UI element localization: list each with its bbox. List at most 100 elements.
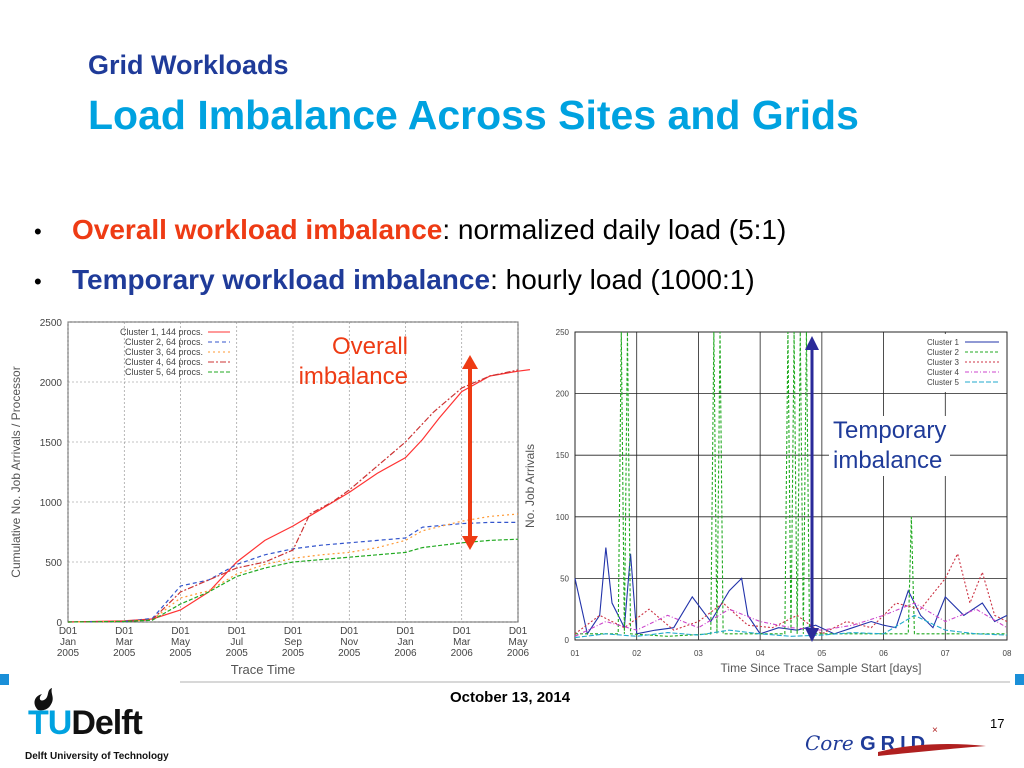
legend-label: Cluster 1, 144 procs. — [120, 327, 203, 337]
y-tick-label: 200 — [556, 390, 570, 399]
y-tick-label: 1500 — [40, 438, 63, 449]
x-tick-label: 2006 — [394, 648, 417, 659]
x-tick-label: 2005 — [169, 648, 192, 659]
y-tick-label: 2500 — [40, 318, 63, 329]
x-tick-label: 06 — [879, 649, 888, 658]
x-tick-label: Nov — [340, 637, 358, 648]
y-tick-label: 100 — [556, 513, 570, 522]
page-number: 17 — [990, 716, 1005, 731]
y-tick-label: 500 — [45, 558, 62, 569]
y-tick-label: 0 — [56, 618, 62, 629]
x-tick-label: Jan — [60, 637, 76, 648]
bullet-dot: • — [34, 268, 42, 294]
overall-imbalance-arrow — [462, 355, 478, 550]
x-tick-label: Sep — [284, 637, 302, 648]
tudelft-logo-delft: Delft — [71, 704, 143, 742]
bullet-temporary: • Temporary workload imbalance: hourly lo… — [34, 264, 755, 296]
bullet-overall-rest: : normalized daily load (5:1) — [442, 214, 787, 245]
tudelft-logo-tu: TU — [28, 704, 72, 742]
bullet-overall-bold: Overall workload imbalance — [72, 214, 443, 245]
x-tick-label: D01 — [396, 626, 415, 637]
legend-label: Cluster 2 — [927, 348, 960, 357]
x-tick-label: 2005 — [282, 648, 305, 659]
hourly-arrivals-chart: 0 50 100 150 200 250 01 02 03 04 05 06 07 08 Time Sinc… — [523, 328, 1012, 675]
y-tick-label: 50 — [560, 574, 569, 583]
x-tick-label: 01 — [571, 649, 580, 658]
series-line — [574, 602, 1008, 637]
series-line — [67, 538, 519, 623]
slide-date: October 13, 2014 — [450, 689, 571, 706]
legend-label: Cluster 4 — [927, 368, 960, 377]
bullet-dot: • — [34, 218, 42, 244]
x-tick-label: Mar — [116, 637, 134, 648]
y-tick-label: 250 — [556, 328, 570, 337]
series-line — [574, 552, 1008, 635]
tudelft-logo: TUDelft — [28, 704, 143, 743]
series-line — [67, 369, 530, 623]
y-axis-label: Cumulative No. Job Arrivals / Processor — [9, 366, 23, 577]
x-axis-label: Time Since Trace Sample Start [days] — [721, 661, 922, 675]
x-tick-label: D01 — [284, 626, 303, 637]
x-tick-label: D01 — [115, 626, 134, 637]
overall-imbalance-annotation: Overall imbalance — [280, 332, 408, 392]
temporary-imbalance-arrow — [805, 336, 819, 642]
x-tick-label: May — [509, 637, 528, 648]
y-axis-label: No. Job Arrivals — [523, 444, 537, 528]
legend-label: Cluster 5, 64 procs. — [125, 367, 203, 377]
legend-label: Cluster 4, 64 procs. — [125, 357, 203, 367]
series-line — [574, 614, 1008, 639]
bullet-temporary-bold: Temporary workload imbalance — [72, 264, 491, 295]
y-tick-label: 1000 — [40, 498, 63, 509]
x-tick-label: 02 — [632, 649, 641, 658]
x-tick-label: 2005 — [338, 648, 361, 659]
y-tick-label: 0 — [565, 636, 570, 645]
footer-edge-marker — [1015, 674, 1024, 685]
coregrid-logo-core: Core — [805, 731, 854, 755]
series-line — [574, 547, 1008, 636]
annotation-line: imbalance — [833, 447, 943, 474]
x-tick-label: 08 — [1003, 649, 1012, 658]
legend-label: Cluster 3, 64 procs. — [125, 347, 203, 357]
annotation-line: Overall — [331, 333, 408, 360]
x-tick-label: D01 — [171, 626, 190, 637]
annotation-line: Temporary — [833, 417, 947, 444]
slide-title: Load Imbalance Across Sites and Grids — [88, 92, 859, 138]
coregrid-swoosh-icon: × — [878, 725, 986, 756]
x-tick-label: 07 — [941, 649, 950, 658]
x-tick-label: Mar — [453, 637, 471, 648]
slide-section-title: Grid Workloads — [88, 50, 289, 80]
y-tick-label: 150 — [556, 451, 570, 460]
x-tick-label: Jul — [230, 637, 243, 648]
x-tick-label: 04 — [756, 649, 765, 658]
footer-edge-marker — [0, 674, 9, 685]
annotation-line: imbalance — [298, 363, 408, 390]
legend-label: Cluster 3 — [927, 358, 960, 367]
x-tick-label: 03 — [694, 649, 703, 658]
tudelft-flame-icon — [34, 688, 53, 711]
x-tick-label: D01 — [340, 626, 359, 637]
x-tick-label: 2005 — [57, 648, 80, 659]
legend-label: Cluster 2, 64 procs. — [125, 337, 203, 347]
x-tick-label: 2006 — [507, 648, 530, 659]
footer-divider — [180, 681, 1010, 683]
series-line — [67, 369, 519, 623]
legend-label: Cluster 1 — [927, 338, 960, 347]
bullet-temporary-rest: : hourly load (1000:1) — [490, 264, 755, 295]
x-axis-label: Trace Time — [231, 662, 296, 677]
y-tick-label: 2000 — [40, 378, 63, 389]
cumulative-arrivals-chart: 05001000150020002500D01Jan2005D01Mar2005… — [9, 318, 530, 677]
x-tick-label: May — [171, 637, 190, 648]
x-tick-label: 2005 — [113, 648, 136, 659]
series-line — [575, 331, 1007, 637]
x-tick-label: D01 — [59, 626, 78, 637]
x-tick-label: 05 — [817, 649, 826, 658]
x-tick-label: Jan — [397, 637, 413, 648]
x-tick-label: D01 — [453, 626, 472, 637]
x-tick-label: D01 — [509, 626, 528, 637]
x-tick-label: D01 — [228, 626, 247, 637]
legend-label: Cluster 5 — [927, 378, 960, 387]
tudelft-subtitle: Delft University of Technology — [25, 751, 169, 762]
series-line — [67, 521, 518, 623]
bullet-overall: • Overall workload imbalance: normalized … — [34, 214, 786, 246]
x-tick-label: 2006 — [451, 648, 474, 659]
